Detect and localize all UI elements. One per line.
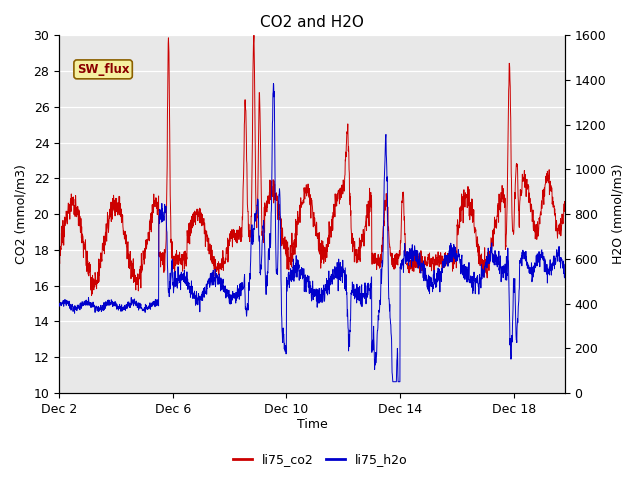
Y-axis label: CO2 (mmol/m3): CO2 (mmol/m3) — [15, 164, 28, 264]
Text: SW_flux: SW_flux — [77, 63, 129, 76]
X-axis label: Time: Time — [296, 419, 328, 432]
Legend: li75_co2, li75_h2o: li75_co2, li75_h2o — [228, 448, 412, 471]
Y-axis label: H2O (mmol/m3): H2O (mmol/m3) — [612, 164, 625, 264]
Title: CO2 and H2O: CO2 and H2O — [260, 15, 364, 30]
